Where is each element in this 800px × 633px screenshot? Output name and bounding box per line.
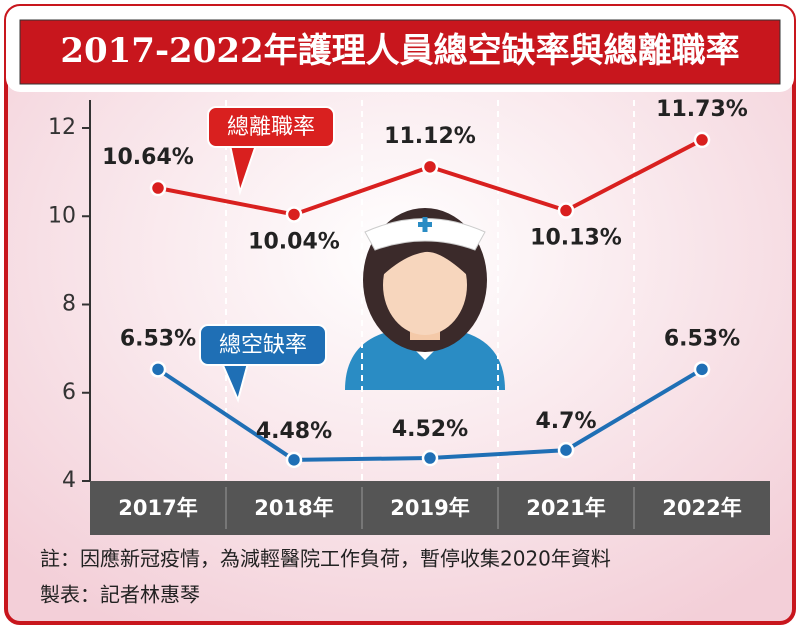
x-tick-label: 2022年 [662, 496, 741, 520]
nurse-illustration [345, 208, 505, 390]
y-tick-label: 4 [62, 468, 76, 493]
data-label: 11.73% [656, 97, 748, 122]
x-tick-label: 2018年 [254, 496, 333, 520]
data-label: 6.53% [120, 326, 196, 351]
data-label: 4.48% [256, 419, 332, 444]
data-point [149, 361, 167, 378]
x-tick-label: 2021年 [526, 496, 605, 520]
data-point [693, 361, 711, 378]
chart-title: 2017-2022年護理人員總空缺率與總離職率 [60, 31, 739, 71]
data-point [693, 131, 711, 149]
y-tick-label: 10 [48, 203, 76, 228]
data-point [557, 441, 575, 459]
data-label: 10.04% [248, 229, 340, 254]
data-point [149, 179, 167, 197]
data-point [421, 158, 439, 176]
legend-label: 總離職率 [227, 115, 315, 140]
data-point [285, 206, 303, 223]
x-tick-label: 2017年 [118, 496, 197, 520]
legend-label: 總空缺率 [219, 333, 307, 358]
category-bar [90, 481, 770, 535]
data-label: 4.7% [535, 409, 596, 434]
data-label: 10.13% [530, 226, 622, 251]
data-label: 11.12% [384, 124, 476, 149]
data-label: 6.53% [664, 326, 740, 351]
x-tick-label: 2019年 [390, 496, 469, 520]
legend-box [199, 324, 327, 366]
y-tick-label: 8 [62, 292, 76, 317]
data-label: 10.64% [102, 145, 194, 170]
data-point [557, 202, 575, 219]
note: 註：因應新冠疫情，為減輕醫院工作負荷，暫停收集2020年資料 [40, 547, 611, 571]
data-label: 4.52% [392, 417, 468, 442]
y-tick-label: 12 [48, 115, 76, 140]
y-tick-label: 6 [62, 380, 76, 405]
source: 製表：記者林惠琴 [40, 583, 200, 607]
data-point [285, 451, 303, 469]
legend-box [207, 106, 335, 148]
data-point [421, 449, 439, 467]
title-banner [19, 19, 781, 85]
